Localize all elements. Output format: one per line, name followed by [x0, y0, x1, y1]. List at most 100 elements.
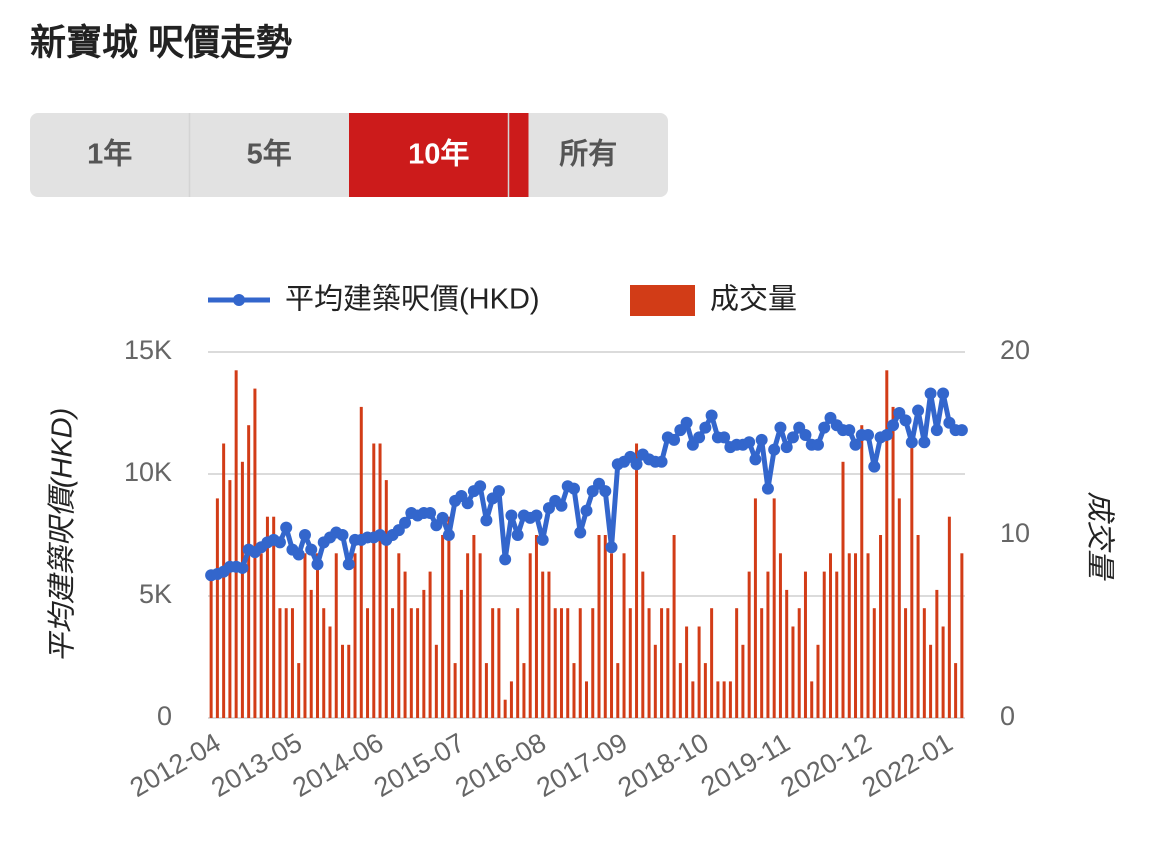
line-point — [761, 482, 774, 495]
bar — [422, 589, 426, 718]
bar — [516, 608, 520, 718]
legend-dot-icon — [233, 294, 245, 306]
x-tick-label: 2018-10 — [613, 727, 714, 803]
x-tick-label: 2019-11 — [696, 727, 795, 802]
line-point — [298, 529, 311, 541]
line-point — [655, 455, 668, 468]
bar — [891, 406, 895, 718]
tab-label[interactable]: 10年 — [408, 137, 469, 171]
tab-label[interactable]: 5年 — [247, 137, 292, 171]
bar — [234, 370, 238, 718]
bar — [341, 644, 345, 718]
line-point — [399, 516, 412, 529]
bar — [947, 516, 951, 718]
bar — [541, 571, 545, 718]
bar — [409, 608, 413, 718]
line-point — [505, 509, 518, 522]
bar — [259, 553, 263, 718]
line-point — [918, 436, 931, 449]
tab[interactable]: 1年 — [87, 137, 132, 171]
line-point — [567, 482, 580, 495]
x-tick-label: 2013-05 — [206, 727, 307, 803]
bar — [447, 516, 451, 718]
page-title: 新寶城 呎價走勢 — [30, 22, 292, 63]
bar — [466, 553, 470, 718]
bar — [459, 589, 463, 718]
line-point — [280, 521, 293, 534]
tab-label[interactable]: 所有 — [559, 138, 617, 171]
bar — [691, 681, 695, 718]
line-point — [799, 428, 812, 441]
bar — [297, 663, 301, 718]
bar — [509, 681, 513, 718]
bar — [854, 553, 858, 718]
bar — [585, 681, 588, 718]
line-point — [630, 458, 643, 471]
bar — [916, 535, 920, 718]
line-point — [530, 509, 543, 522]
bar — [797, 608, 801, 718]
tab[interactable]: 10年 — [349, 113, 529, 197]
line-point — [862, 428, 875, 441]
line-point — [342, 558, 355, 571]
bar — [403, 571, 407, 718]
line-point — [718, 431, 731, 444]
x-tick-label: 2016-08 — [450, 727, 551, 803]
line-point — [912, 404, 925, 417]
bar — [372, 443, 376, 718]
bar — [929, 644, 933, 718]
y-tick-label: 10K — [124, 457, 172, 487]
bar — [228, 480, 232, 718]
bar — [484, 663, 488, 718]
bar — [222, 443, 226, 718]
tab[interactable]: 5年 — [188, 113, 292, 197]
bar — [247, 425, 251, 718]
bar — [328, 626, 332, 718]
tabs: 1年 5年 10年 所有 — [87, 113, 617, 197]
line-point — [442, 529, 455, 541]
line-point — [786, 431, 799, 444]
bar — [591, 608, 595, 718]
bar — [635, 443, 639, 718]
line-point — [511, 529, 524, 541]
bar — [710, 608, 714, 718]
bar — [628, 608, 632, 718]
bar — [860, 425, 864, 718]
line-point — [887, 419, 900, 432]
tab-label[interactable]: 1年 — [87, 137, 132, 171]
bar — [472, 535, 476, 718]
line-point — [849, 438, 862, 451]
bar — [941, 626, 945, 718]
line-point — [937, 387, 950, 400]
bar — [322, 608, 326, 718]
line-point — [774, 421, 787, 434]
bar — [766, 571, 770, 718]
bar — [904, 608, 908, 718]
bar — [309, 589, 313, 718]
bar — [416, 608, 420, 718]
tab-selected-bg[interactable] — [349, 113, 529, 197]
line-point — [292, 548, 305, 561]
x-tick-label: 2022-01 — [857, 727, 958, 803]
bar — [453, 663, 457, 718]
tab[interactable]: 所有 — [507, 113, 618, 197]
bar — [672, 535, 676, 718]
bar — [735, 608, 739, 718]
bar — [703, 663, 707, 718]
bar — [215, 498, 219, 718]
bar — [810, 681, 814, 718]
line-point — [311, 558, 324, 571]
chart: 平均建築呎價(HKD) 成交量 平均建築呎價(HKD) 成交量 0 5K 10K 15… — [47, 283, 1116, 803]
bar — [847, 553, 851, 718]
bar — [497, 608, 501, 718]
line-point — [461, 497, 474, 510]
bar — [528, 553, 532, 718]
bar — [660, 608, 664, 718]
bar — [722, 681, 726, 718]
line-point — [924, 387, 937, 400]
line-point — [899, 414, 912, 427]
line-point — [436, 511, 449, 524]
bar — [866, 553, 870, 718]
line-point — [699, 421, 712, 434]
